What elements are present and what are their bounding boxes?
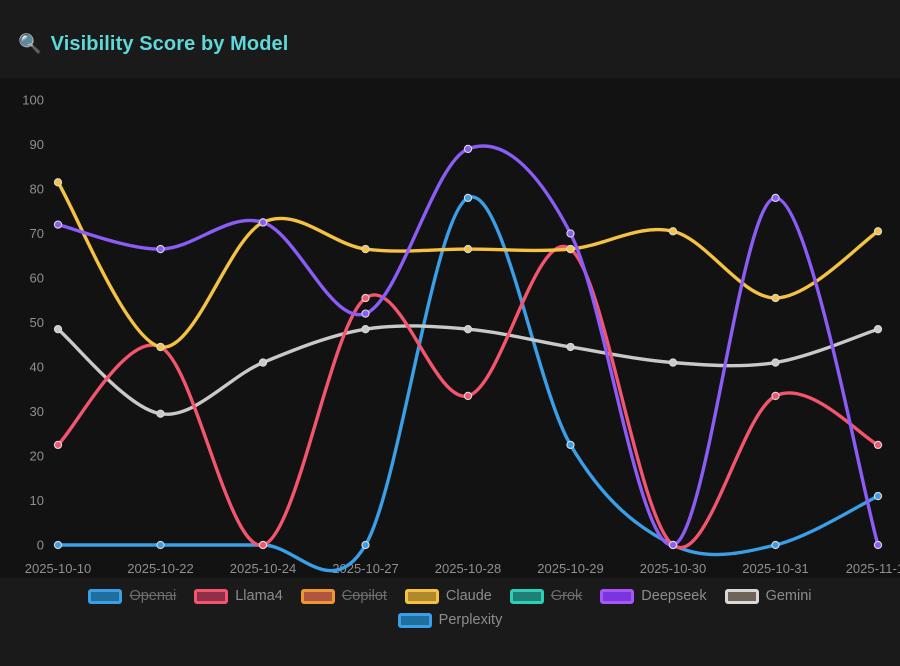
data-point-gemini[interactable]	[53, 325, 63, 334]
data-point-llama4[interactable]	[53, 440, 63, 450]
data-point-llama4[interactable]	[873, 440, 883, 450]
data-point-perplexity[interactable]	[873, 491, 883, 501]
data-point-perplexity[interactable]	[53, 540, 63, 550]
y-axis-tick-label: 0	[37, 538, 44, 553]
y-axis-tick-label: 40	[30, 360, 44, 375]
data-point-claude[interactable]	[771, 293, 780, 303]
chart-plot-area: 0 10 20 30 40 50 60 70 80 90 100 2025-10-10 2025-10-…	[0, 78, 900, 578]
data-point-deepseek[interactable]	[873, 540, 883, 550]
line-chart-svg: 0 10 20 30 40 50 60 70 80 90 100 2025-10-10 2025-10-…	[0, 78, 900, 578]
x-axis-tick-label: 2025-10-24	[230, 561, 297, 576]
data-point-deepseek[interactable]	[53, 220, 63, 229]
data-point-perplexity[interactable]	[361, 540, 370, 550]
data-point-deepseek[interactable]	[463, 144, 473, 154]
data-point-claude[interactable]	[361, 244, 370, 254]
legend-swatch-grok	[509, 588, 544, 604]
legend-item-gemini[interactable]: Gemini	[724, 588, 812, 604]
x-axis-tick-label: 2025-10-31	[742, 561, 809, 576]
x-axis-tick-label: 2025-10-30	[640, 561, 707, 576]
data-point-deepseek[interactable]	[771, 193, 780, 203]
data-point-claude[interactable]	[668, 227, 678, 236]
x-axis-tick-label: 2025-10-22	[127, 561, 194, 576]
search-icon: 🔍	[18, 34, 42, 55]
y-axis-tick-label: 70	[30, 226, 44, 241]
data-point-gemini[interactable]	[668, 358, 678, 367]
legend-label-deepseek: Deepseek	[641, 588, 707, 604]
data-point-deepseek[interactable]	[258, 218, 268, 227]
y-axis-tick-label: 80	[30, 182, 44, 197]
data-point-claude[interactable]	[156, 342, 165, 352]
legend-label-claude: Claude	[445, 588, 492, 604]
chart-legend: Openai Llama4 Copilot Claude Grok Deepseek Gem…	[0, 588, 900, 628]
legend-item-claude[interactable]: Claude	[404, 588, 492, 604]
legend-swatch-llama4	[194, 588, 229, 604]
y-axis-tick-label: 50	[30, 315, 44, 330]
legend-item-copilot[interactable]: Copilot	[300, 588, 387, 604]
data-point-deepseek[interactable]	[668, 540, 678, 550]
series-deepseek	[53, 144, 883, 550]
legend-label-grok: Grok	[550, 588, 583, 604]
data-point-gemini[interactable]	[361, 325, 370, 334]
legend-label-copilot: Copilot	[341, 588, 387, 604]
y-axis-tick-label: 30	[30, 404, 44, 419]
data-point-perplexity[interactable]	[156, 540, 165, 550]
legend-swatch-openai	[88, 588, 123, 604]
legend-label-openai: Openai	[129, 588, 177, 604]
data-point-llama4[interactable]	[771, 391, 780, 401]
x-axis-tick-label: 2025-10-29	[537, 561, 604, 576]
data-point-claude[interactable]	[566, 244, 575, 254]
data-point-deepseek[interactable]	[156, 244, 165, 254]
data-point-deepseek[interactable]	[361, 309, 370, 318]
data-point-perplexity[interactable]	[566, 440, 575, 450]
legend-item-deepseek[interactable]: Deepseek	[600, 588, 707, 604]
y-axis-tick-label: 90	[30, 137, 44, 152]
page-title: Visibility Score by Model	[50, 33, 289, 55]
legend-item-perplexity[interactable]: Perplexity	[397, 612, 503, 628]
legend-swatch-copilot	[300, 588, 335, 604]
data-point-claude[interactable]	[463, 244, 473, 254]
y-axis-tick-label: 60	[30, 271, 44, 286]
y-axis-tick-label: 20	[30, 449, 44, 464]
chart-header: 🔍 Visibility Score by Model	[18, 33, 288, 56]
data-point-llama4[interactable]	[361, 293, 370, 303]
data-point-perplexity[interactable]	[463, 193, 473, 203]
legend-item-openai[interactable]: Openai	[88, 588, 176, 604]
data-point-perplexity[interactable]	[771, 540, 780, 550]
x-axis-tick-label: 2025-10-28	[435, 561, 502, 576]
y-axis-tick-label: 100	[22, 93, 44, 108]
legend-swatch-perplexity	[397, 612, 432, 628]
x-axis-tick-label: 2025-11-11	[846, 561, 900, 576]
series-gemini	[53, 324, 883, 418]
data-point-gemini[interactable]	[463, 325, 473, 334]
data-point-claude[interactable]	[873, 227, 883, 236]
legend-swatch-gemini	[724, 588, 759, 604]
data-point-gemini[interactable]	[156, 409, 165, 418]
legend-label-llama4: Llama4	[235, 588, 283, 604]
data-point-gemini[interactable]	[873, 325, 883, 334]
x-axis-tick-label: 2025-10-10	[25, 561, 92, 576]
data-point-gemini[interactable]	[566, 342, 575, 352]
legend-swatch-deepseek	[600, 588, 635, 604]
legend-label-perplexity: Perplexity	[438, 612, 503, 628]
legend-swatch-claude	[404, 588, 439, 604]
data-point-deepseek[interactable]	[566, 229, 575, 238]
data-point-gemini[interactable]	[771, 358, 780, 367]
y-axis-tick-label: 10	[30, 493, 44, 508]
legend-item-llama4[interactable]: Llama4	[194, 588, 283, 604]
legend-label-gemini: Gemini	[765, 588, 812, 604]
legend-item-grok[interactable]: Grok	[509, 588, 583, 604]
data-point-llama4[interactable]	[258, 540, 268, 550]
legend-row-primary: Openai Llama4 Copilot Claude Grok Deepseek Gem…	[0, 588, 900, 604]
legend-row-secondary: Perplexity	[0, 612, 900, 628]
data-point-gemini[interactable]	[258, 358, 268, 367]
data-point-claude[interactable]	[53, 178, 63, 187]
data-point-llama4[interactable]	[463, 391, 473, 401]
